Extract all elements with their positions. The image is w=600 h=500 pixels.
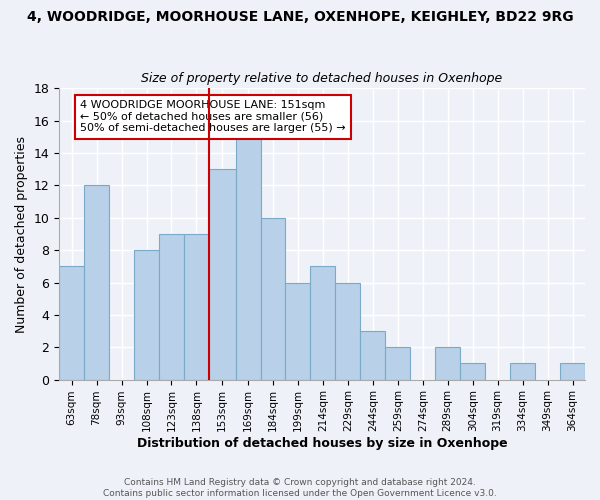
Bar (209, 170, 236, 380)
Y-axis label: Number of detached properties: Number of detached properties (15, 136, 28, 332)
Text: 4, WOODRIDGE, MOORHOUSE LANE, OXENHOPE, KEIGHLEY, BD22 9RG: 4, WOODRIDGE, MOORHOUSE LANE, OXENHOPE, … (26, 10, 574, 24)
Bar (159, 234, 184, 380)
Bar (460, 364, 485, 380)
Bar (184, 234, 209, 380)
Bar (286, 282, 310, 380)
Bar (335, 282, 361, 380)
Bar (385, 347, 410, 380)
Bar (510, 364, 535, 380)
Bar (310, 266, 335, 380)
X-axis label: Distribution of detached houses by size in Oxenhope: Distribution of detached houses by size … (137, 437, 508, 450)
Bar (560, 364, 585, 380)
Bar (435, 347, 460, 380)
Bar (236, 137, 260, 380)
Text: 4 WOODRIDGE MOORHOUSE LANE: 151sqm
← 50% of detached houses are smaller (56)
50%: 4 WOODRIDGE MOORHOUSE LANE: 151sqm ← 50%… (80, 100, 346, 134)
Text: Contains HM Land Registry data © Crown copyright and database right 2024.
Contai: Contains HM Land Registry data © Crown c… (103, 478, 497, 498)
Bar (134, 250, 159, 380)
Title: Size of property relative to detached houses in Oxenhope: Size of property relative to detached ho… (142, 72, 503, 85)
Bar (361, 331, 385, 380)
Bar (260, 218, 286, 380)
Bar (59, 266, 84, 380)
Bar (84, 186, 109, 380)
